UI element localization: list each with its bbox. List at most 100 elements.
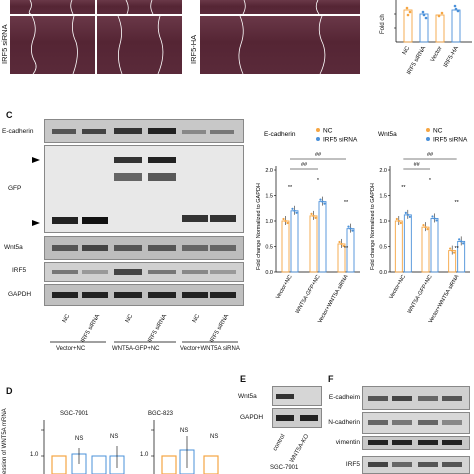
panel-c-letter: C [6,110,13,120]
legend-label-1-1: IRF5 siRNA [433,137,468,144]
bands-e-gapdh [276,415,318,421]
wound-edges [28,0,326,75]
blot-e-wnt5a [272,386,322,406]
panel-d-sig-1: NS [110,434,119,440]
point-1-0-0-0 [395,217,398,221]
label-e-wnt5a: Wnt5a [238,393,257,400]
bands-irf5 [52,269,236,275]
row-label-irf5-sirna: IRF5 siRNA [0,24,9,64]
point-0-0-1-1 [293,209,296,212]
panel-d-ylabel: ession of WNT5A mRNA [2,408,8,474]
point-0-0-0-0 [282,217,285,221]
bands-gfp [52,157,236,224]
label-irf5: IRF5 [12,267,27,274]
blot-irf5 [44,262,244,282]
y-tick-label-1-3: 1.5 [379,194,387,200]
panel-e-letter: E [240,374,247,384]
point-0-1-1-0 [319,198,322,201]
bands-e-wnt5a [276,394,294,399]
lane-label-4: NC [192,313,202,325]
x-cat-label-0-0: Vector+NC [275,274,294,300]
label-wnt5a: Wnt5a [4,244,23,251]
bar-1-1-0 [421,226,430,273]
panel-f-letter: F [328,374,334,384]
x-cat-label-1-0: Vector+NC [388,274,407,300]
sig-mark-1-5: ## [427,152,434,158]
point-1-1-1-0 [431,215,434,218]
bands-f-ecad [368,396,462,401]
lane-label-0: NC [62,313,72,325]
chart-title-0: E-cadherin [264,131,296,138]
point-0-0-1-0 [291,207,294,210]
point-0-1-1-1 [321,200,324,203]
blot-f-ncad [362,412,470,434]
sig-mark-0-5: ## [315,152,322,158]
x-cat-label-1-2: Vector+WNT5A siRNA [428,274,461,325]
y-tick-label-1-4: 2.0 [379,168,387,174]
label-gfp: GFP [8,185,22,192]
y-tick-label-0-4: 2.0 [265,168,273,174]
point-1-2-1-1 [460,240,463,243]
wound-image-irf5ha [200,16,360,74]
wound-image-sirna-0h [10,16,95,74]
legend-label-0-1: IRF5 siRNA [323,137,358,144]
chart-wnt5a: Wnt5a NC IRF5 siRNA Fold change Normalized … [370,128,470,325]
panel-d-bars-left [51,453,125,474]
bar-0-0-1 [290,210,299,273]
label-f-vimentin: vimentin [335,439,360,446]
sig-mark-1-2: ** [455,200,460,206]
point-1-0-1-0 [404,211,407,214]
panel-e-lane-1: WNT5A-KO [289,433,311,464]
legend-label-0-0: NC [323,128,333,135]
point-0-2-0-1 [340,242,343,246]
sig-mark-1-1: * [429,178,432,184]
point-1-1-0-0 [422,224,425,227]
point-1-0-1-2 [408,215,411,218]
label-f-irf5: IRF5 [345,461,360,468]
point-1-1-0-1 [424,226,427,229]
wound-image-vector [200,0,360,14]
sig-mark-0-4: ## [301,162,308,168]
wound-image-nc-24h [97,0,182,14]
bands-f-vimentin [368,440,462,445]
bar-0-1-1 [318,201,327,273]
y-tick-label-0-0: 0.0 [265,270,273,276]
legend-marker-1-0 [426,128,430,132]
point-0-1-0-2 [314,216,317,219]
point-0-1-0-1 [312,214,315,217]
legend-marker-0-1 [316,137,320,141]
legend-label-1-0: NC [433,128,443,135]
x-cat-label-0-2: Vector+WNT5A siRNA [317,274,350,325]
group-label-1: WNT5A-GFP+NC [112,346,160,352]
label-e-cadherin: E-cadherin [2,128,34,135]
arrowheads-gfp [32,157,40,226]
chart-ylabel-1: Fold change Normalized to GAPDH [370,183,376,270]
blot-gapdh [44,284,244,306]
y-tick-label-1-1: 0.5 [379,245,387,251]
point-0-2-0-0 [338,240,341,244]
bar-1-0-0 [394,220,403,273]
bar-0-1-0 [309,215,318,273]
panel-d-title-0: SGC-7901 [60,411,89,417]
panel-e-lane-0: control [272,433,287,453]
blot-e-gapdh [272,408,322,428]
group-label-0: Vector+NC [56,346,86,352]
point-1-2-1-0 [458,238,461,241]
label-f-ncad: N-cadherin [328,419,360,426]
panel-d-bars-right [161,449,219,474]
point-0-1-1-2 [323,202,326,205]
row-label-irf5-ha: IRF5-HA [189,34,198,64]
bands-wnt5a [52,245,236,251]
label-e-gapdh: GAPDH [240,414,264,421]
point-0-1-0-0 [310,212,313,215]
lane-label-2: NC [125,313,135,325]
y-tick-label-0-2: 1.0 [265,219,273,225]
bands-f-irf5 [368,462,462,467]
chart-e-cadherin: E-cadherin NC IRF5 siRNA Fold change Normal… [256,128,360,325]
point-1-1-1-1 [433,217,436,220]
chart-title-1: Wnt5a [378,131,397,138]
sig-mark-1-4: ## [414,162,421,168]
point-1-0-0-1 [397,219,400,223]
point-1-2-1-2 [462,242,465,245]
panel-b-bars [403,9,461,43]
